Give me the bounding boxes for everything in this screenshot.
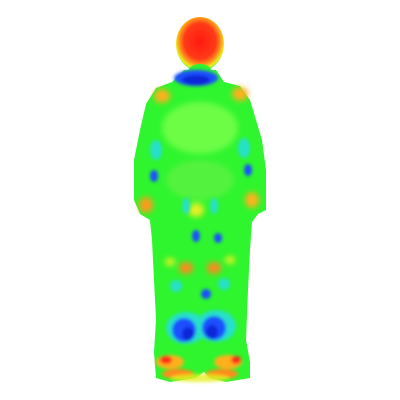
- feet-hotspots: [156, 355, 242, 382]
- warm-highlights: [139, 87, 259, 274]
- body-silhouette: [134, 70, 266, 382]
- cool-zones: [150, 70, 252, 344]
